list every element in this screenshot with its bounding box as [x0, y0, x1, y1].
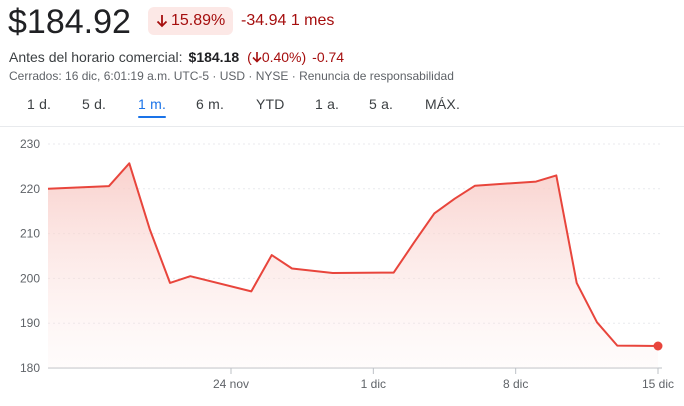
arrow-down-icon	[156, 14, 168, 28]
x-tick-label: 15 dic	[642, 377, 674, 391]
y-tick-label: 220	[20, 182, 40, 196]
tab-5y[interactable]: 5 a.	[369, 96, 394, 112]
change-absolute: -34.94 1 mes	[241, 12, 335, 29]
premarket-percent-value: 0.40%)	[261, 49, 307, 65]
tab-max[interactable]: MÁX.	[425, 96, 461, 112]
tab-1y[interactable]: 1 a.	[315, 96, 340, 112]
price-area	[48, 163, 658, 368]
last-price-dot	[653, 341, 663, 351]
y-tick-label: 210	[20, 227, 40, 241]
price-line	[47, 162, 659, 347]
market-meta: Cerrados: 16 dic, 6:01:19 a.m. UTC-5 · U…	[9, 69, 454, 83]
stock-price: $184.92	[8, 3, 131, 41]
divider	[0, 126, 684, 127]
arrow-down-icon	[252, 49, 262, 65]
y-tick-label: 180	[20, 361, 40, 375]
y-tick-label: 190	[20, 316, 40, 330]
x-tick-label: 24 nov	[213, 377, 249, 391]
change-percent: 15.89%	[171, 12, 226, 29]
change-percent-badge: 15.89%	[148, 7, 234, 35]
premarket-percent: (0.40%)	[247, 49, 306, 65]
tab-ytd[interactable]: YTD	[256, 96, 285, 112]
tab-6m[interactable]: 6 m.	[196, 96, 225, 112]
y-tick-label: 230	[20, 137, 40, 151]
y-tick-label: 200	[20, 271, 40, 285]
x-tick-label: 8 dic	[503, 377, 528, 391]
premarket-label: Antes del horario comercial:	[9, 49, 183, 65]
premarket-row: Antes del horario comercial: $184.18 (0.40…	[9, 47, 344, 67]
premarket-change: -0.74	[312, 49, 345, 65]
tab-1d[interactable]: 1 d.	[27, 96, 52, 112]
tab-5d[interactable]: 5 d.	[82, 96, 107, 112]
premarket-price: $184.18	[188, 49, 240, 65]
x-tick-label: 1 dic	[361, 377, 386, 391]
premarket-paren: (	[247, 49, 252, 65]
tab-1m[interactable]: 1 m.	[138, 96, 167, 118]
